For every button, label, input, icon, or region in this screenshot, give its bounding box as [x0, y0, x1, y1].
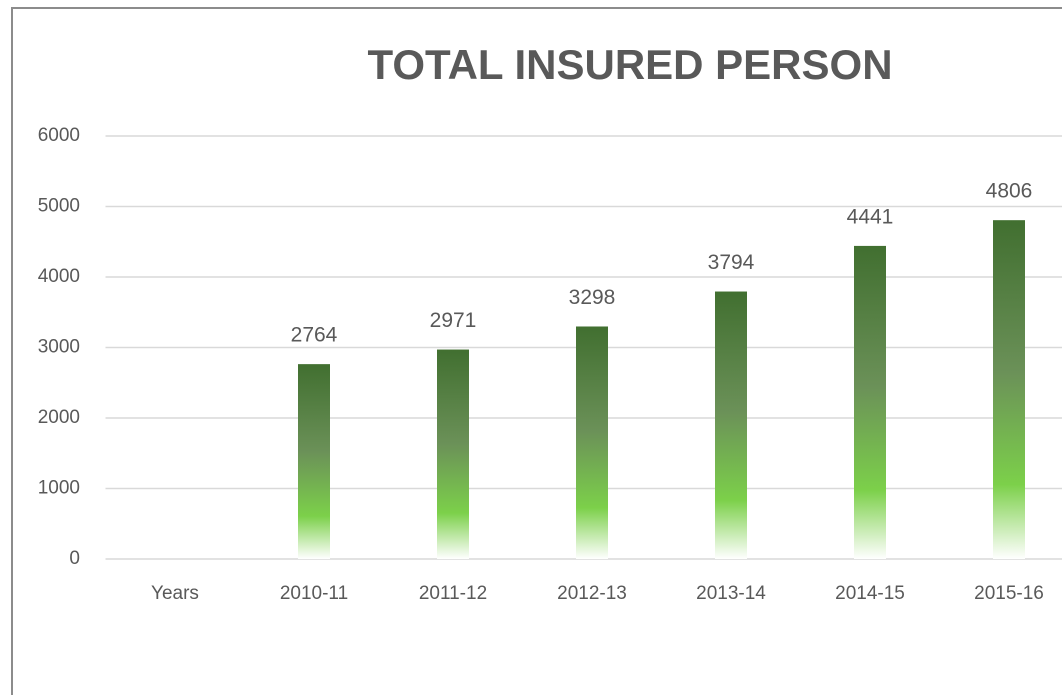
y-tick-label: 6000 [38, 125, 80, 146]
value-label: 4806 [986, 180, 1033, 203]
chart-title: TOTAL INSURED PERSON [367, 41, 892, 88]
bar [298, 364, 330, 559]
y-tick-label: 1000 [38, 478, 80, 499]
chart-border [11, 7, 1062, 695]
y-tick-label: 5000 [38, 196, 80, 217]
bar [993, 220, 1025, 559]
y-tick-label: 3000 [38, 337, 80, 358]
bar [437, 349, 469, 559]
value-label: 2764 [291, 324, 338, 347]
bar [576, 326, 608, 559]
value-label: 3794 [708, 251, 755, 274]
y-tick-label: 2000 [38, 407, 80, 428]
value-label: 4441 [847, 205, 894, 228]
x-tick-label: 2014-15 [835, 583, 905, 604]
bar [715, 291, 747, 559]
x-tick-label: 2010-11 [280, 583, 348, 604]
bar [854, 245, 886, 560]
x-tick-label: 2011-12 [419, 583, 487, 604]
y-tick-label: 4000 [38, 266, 80, 287]
value-label: 2971 [430, 309, 477, 332]
x-tick-label: 2012-13 [557, 583, 627, 604]
x-tick-label: 2013-14 [696, 583, 766, 604]
x-tick-label: 2015-16 [974, 583, 1044, 604]
x-tick-label: Years [151, 583, 199, 604]
value-label: 3298 [569, 286, 616, 309]
y-tick-label: 0 [69, 548, 80, 569]
